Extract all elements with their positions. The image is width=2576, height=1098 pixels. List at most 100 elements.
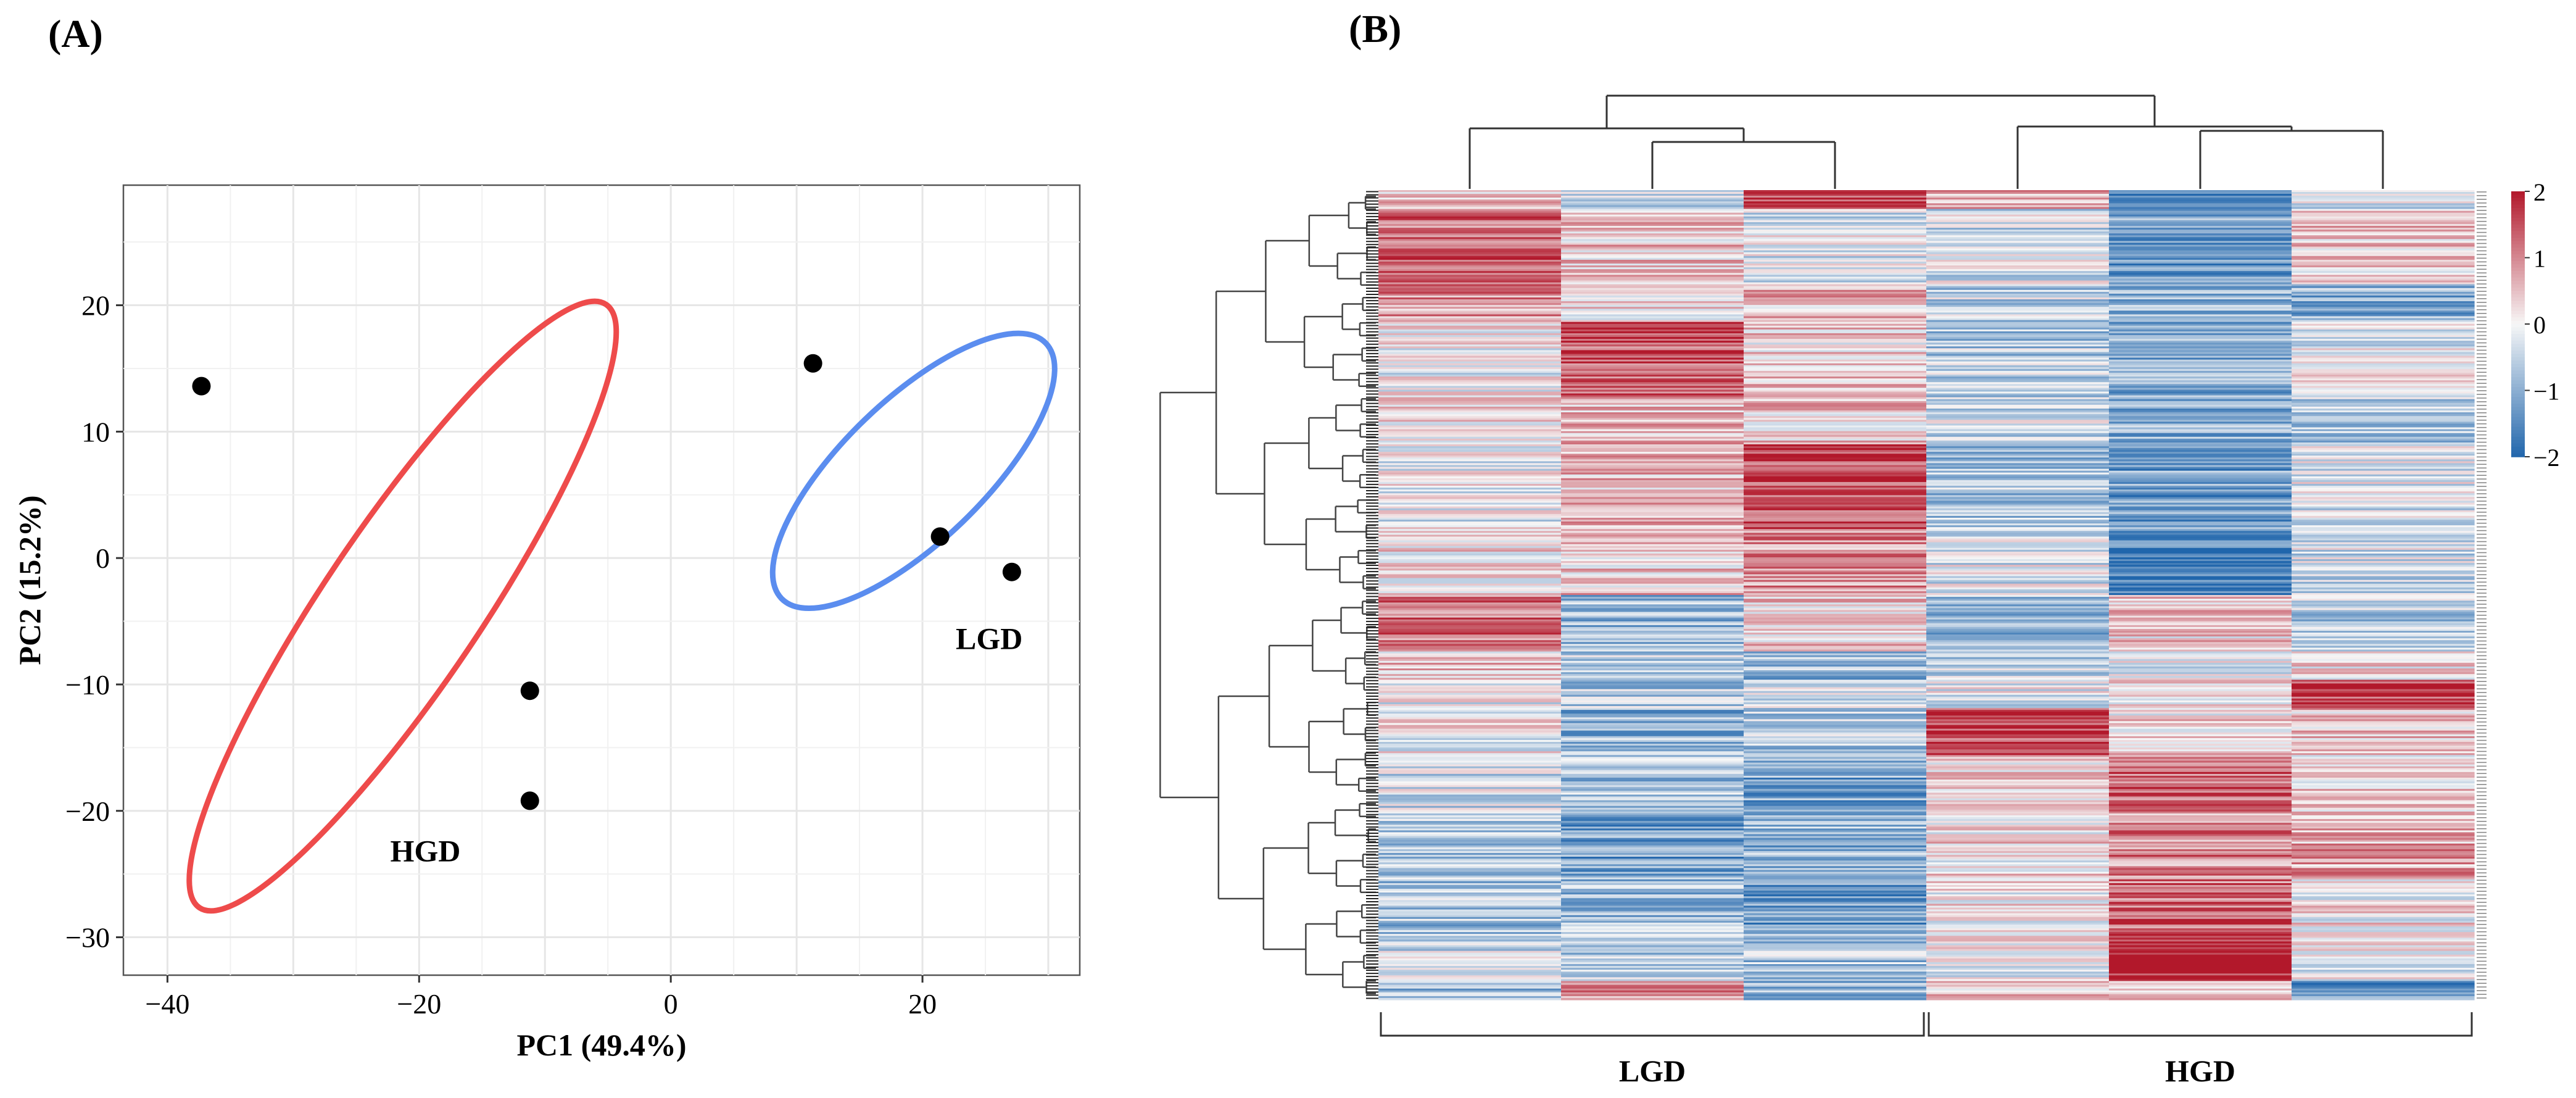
heatmap-cell [1744,828,1927,831]
heatmap-cell [1378,958,1562,961]
heatmap-cell [1744,907,1927,910]
heatmap-cell [1926,568,2110,571]
heatmap-cell [1744,427,1927,430]
heatmap-cell [2109,628,2292,631]
heatmap-cell [2109,823,2292,825]
heatmap-cell [1926,881,2110,884]
heatmap-cell [2109,626,2292,630]
heatmap-cell [2109,267,2292,270]
heatmap-cell [2109,474,2292,477]
heatmap-cell [2109,891,2292,893]
heatmap-cell [1744,261,1927,264]
heatmap-cell [2292,768,2475,771]
heatmap-cell [2109,617,2292,620]
heatmap-cell [1561,393,1744,396]
heatmap-cell [1378,949,1562,952]
heatmap-cell [2109,388,2292,391]
heatmap-cell [2109,647,2292,651]
heatmap-cell [2292,367,2475,370]
heatmap-cell [1561,237,1744,239]
heatmap-cell [1744,911,1927,914]
heatmap-cell [1378,692,1562,696]
heatmap-cell [1378,450,1562,452]
heatmap-cell [2109,938,2292,940]
heatmap-cell [2109,333,2292,336]
heatmap-cell [1926,483,2110,486]
heatmap-cell [2292,350,2475,352]
heatmap-cell [1561,427,1744,430]
heatmap-cell [1744,798,1927,801]
legend-color-step [2511,450,2525,454]
heatmap-cell [1378,659,1562,662]
heatmap-cell [1561,730,1744,733]
heatmap-cell [2292,981,2475,984]
row-tick-marks [2477,191,2487,999]
heatmap-cell [1744,483,1927,486]
heatmap-cell [1378,491,1562,494]
heatmap-cell [1744,728,1927,731]
heatmap-cell [2292,216,2475,219]
heatmap-cell [1744,523,1927,526]
heatmap-cell [2109,284,2292,287]
heatmap-cell [1561,772,1744,775]
heatmap-cell [1926,602,2110,605]
heatmap-cell [1744,802,1927,805]
heatmap-cell [1561,309,1744,311]
heatmap-cell [1561,399,1744,402]
heatmap-cell [1744,817,1927,820]
heatmap-cell [1561,932,1744,934]
heatmap-cell [1378,657,1562,660]
heatmap-cell [1561,692,1744,696]
heatmap-cell [1378,768,1562,771]
heatmap-cell [2292,414,2475,417]
heatmap-cell [1744,891,1927,893]
heatmap-cell [2109,873,2292,876]
heatmap-cell [1561,601,1744,603]
heatmap-cell [1561,655,1744,658]
heatmap-cell [1378,713,1562,716]
heatmap-cell [1561,968,1744,970]
heatmap-cell [2109,644,2292,646]
heatmap-cell [1561,263,1744,266]
heatmap-cell [2292,527,2475,530]
heatmap-cell [2109,601,2292,603]
heatmap-cell [1378,664,1562,667]
heatmap-cell [1926,378,2110,381]
heatmap-cell [2292,939,2475,942]
heatmap-cell [2109,427,2292,430]
heatmap-cell [1926,841,2110,844]
heatmap-cell [1744,476,1927,479]
heatmap-cell [1561,659,1744,662]
heatmap-cell [2109,845,2292,848]
heatmap-cell [2292,739,2475,742]
heatmap-cell [1561,416,1744,418]
heatmap-cell [2109,533,2292,535]
legend-tick-label: 1 [2533,245,2546,273]
heatmap-cell [1926,257,2110,260]
heatmap-cell [2292,580,2475,583]
heatmap-cell [2292,928,2475,931]
heatmap-cell [2292,431,2475,434]
heatmap-cell [2292,804,2475,807]
heatmap-cell [2109,860,2292,863]
heatmap-cell [1926,463,2110,466]
heatmap-cell [1561,851,1744,854]
heatmap-cell [2292,891,2475,893]
heatmap-cell [1378,904,1562,907]
heatmap-cell [1744,201,1927,204]
heatmap-cell [1561,534,1744,538]
legend-color-step [2511,234,2525,239]
heatmap-cell [1378,683,1562,686]
heatmap-cell [1926,440,2110,443]
heatmap-cell [1561,257,1744,260]
heatmap-cell [2292,644,2475,646]
heatmap-cell [2292,465,2475,468]
heatmap-cell [1378,836,1562,839]
heatmap-cell [1744,826,1927,829]
heatmap-cell [2292,670,2475,673]
heatmap-cell [1926,354,2110,357]
heatmap-cell [1378,488,1562,490]
heatmap-cell [2109,968,2292,970]
heatmap-cell [1744,659,1927,662]
heatmap-cell [1744,970,1927,972]
